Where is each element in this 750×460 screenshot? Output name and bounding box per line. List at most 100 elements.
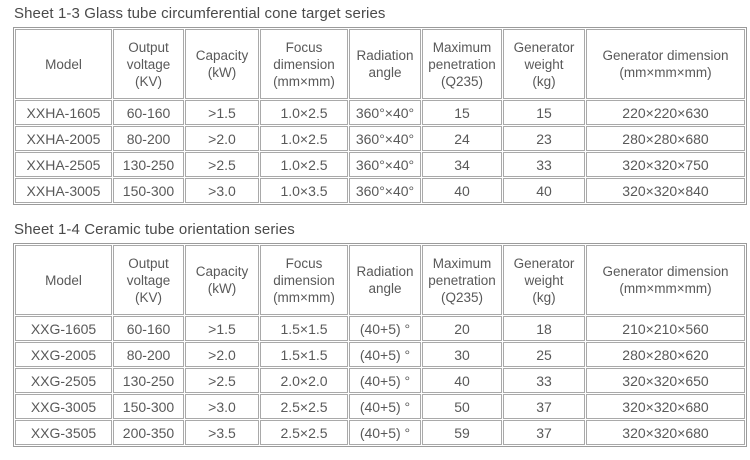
column-header: Output voltage (KV) xyxy=(113,29,184,99)
table-cell: 130-250 xyxy=(113,152,184,177)
table-row: XXG-3005 150-300 >3.0 2.5×2.5 (40+5) ° 50 37 32… xyxy=(15,394,745,419)
table-cell: XXHA-1605 xyxy=(15,100,112,125)
table-cell: 130-250 xyxy=(113,368,184,393)
table-cell: 60-160 xyxy=(113,316,184,341)
table-row: XXG-1605 60-160 >1.5 1.5×1.5 (40+5) ° 20 18 210… xyxy=(15,316,745,341)
table-cell: (40+5) ° xyxy=(349,342,421,367)
header-row: Model Output voltage (KV) Capacity (kW) Foc… xyxy=(15,29,745,99)
table-cell: 360°×40° xyxy=(349,152,421,177)
column-header: Capacity (kW) xyxy=(185,245,259,315)
table-title: Sheet 1-4 Ceramic tube orientation serie… xyxy=(14,221,295,238)
table-cell: 15 xyxy=(503,100,585,125)
table-cell: 210×210×560 xyxy=(586,316,745,341)
table-row: XXHA-1605 60-160 >1.5 1.0×2.5 360°×40° 15 15 22… xyxy=(15,100,745,125)
table-cell: 2.0×2.0 xyxy=(260,368,348,393)
table-cell: >2.0 xyxy=(185,342,259,367)
table-cell: >2.5 xyxy=(185,152,259,177)
table-cell: 360°×40° xyxy=(349,126,421,151)
table-cell: 59 xyxy=(422,420,502,445)
table-cell: 280×280×620 xyxy=(586,342,745,367)
table-cell: 40 xyxy=(503,178,585,203)
table-row: XXHA-2005 80-200 >2.0 1.0×2.5 360°×40° 24 23 28… xyxy=(15,126,745,151)
table-cell: 2.5×2.5 xyxy=(260,420,348,445)
spec-table: Model Output voltage (KV) Capacity (kW) Foc… xyxy=(14,28,746,204)
column-header: Focus dimension (mm×mm) xyxy=(260,29,348,99)
table-cell: (40+5) ° xyxy=(349,394,421,419)
table-cell: 2.5×2.5 xyxy=(260,394,348,419)
column-header: Generator dimension (mm×mm×mm) xyxy=(586,29,745,99)
table-cell: 24 xyxy=(422,126,502,151)
table-cell: (40+5) ° xyxy=(349,316,421,341)
sheet-1-3-section: Sheet 1-3 Glass tube circumferential con… xyxy=(0,0,750,210)
header-row: Model Output voltage (KV) Capacity (kW) Foc… xyxy=(15,245,745,315)
table-cell: >1.5 xyxy=(185,316,259,341)
column-header: Generator weight (kg) xyxy=(503,29,585,99)
table-cell: 80-200 xyxy=(113,126,184,151)
table-cell: 1.5×1.5 xyxy=(260,316,348,341)
table-cell: 18 xyxy=(503,316,585,341)
table-cell: >2.5 xyxy=(185,368,259,393)
table-cell: 1.0×2.5 xyxy=(260,126,348,151)
table-cell: XXG-3505 xyxy=(15,420,112,445)
table-cell: XXHA-3005 xyxy=(15,178,112,203)
table-cell: (40+5) ° xyxy=(349,368,421,393)
table-cell: >3.0 xyxy=(185,178,259,203)
table-cell: 20 xyxy=(422,316,502,341)
column-header: Model xyxy=(15,29,112,99)
table-cell: 37 xyxy=(503,420,585,445)
column-header: Radiation angle xyxy=(349,29,421,99)
table-cell: 320×320×680 xyxy=(586,420,745,445)
spec-table-glass-tube: Model Output voltage (KV) Capacity (kW) Foc… xyxy=(13,27,747,205)
column-header: Output voltage (KV) xyxy=(113,245,184,315)
table-cell: 320×320×650 xyxy=(586,368,745,393)
column-header: Generator dimension (mm×mm×mm) xyxy=(586,245,745,315)
sheet-1-4-section: Sheet 1-4 Ceramic tube orientation serie… xyxy=(0,210,750,452)
table-cell: 25 xyxy=(503,342,585,367)
table-cell: 320×320×750 xyxy=(586,152,745,177)
table-cell: 320×320×840 xyxy=(586,178,745,203)
column-header: Radiation angle xyxy=(349,245,421,315)
table-cell: (40+5) ° xyxy=(349,420,421,445)
table-cell: 40 xyxy=(422,178,502,203)
table-row: XXHA-2505 130-250 >2.5 1.0×2.5 360°×40° 34 33 3… xyxy=(15,152,745,177)
table-cell: XXG-2005 xyxy=(15,342,112,367)
column-header: Generator weight (kg) xyxy=(503,245,585,315)
table-cell: 33 xyxy=(503,152,585,177)
table-cell: XXG-2505 xyxy=(15,368,112,393)
table-cell: 40 xyxy=(422,368,502,393)
column-header: Maximum penetration (Q235) xyxy=(422,29,502,99)
table-cell: 200-350 xyxy=(113,420,184,445)
table-cell: XXHA-2505 xyxy=(15,152,112,177)
spec-table: Model Output voltage (KV) Capacity (kW) Foc… xyxy=(14,244,746,446)
column-header: Focus dimension (mm×mm) xyxy=(260,245,348,315)
table-cell: 320×320×680 xyxy=(586,394,745,419)
table-cell: 1.0×2.5 xyxy=(260,100,348,125)
table-cell: >3.0 xyxy=(185,394,259,419)
table-cell: 15 xyxy=(422,100,502,125)
table-cell: 60-160 xyxy=(113,100,184,125)
table-row: XXG-2005 80-200 >2.0 1.5×1.5 (40+5) ° 30 25 280… xyxy=(15,342,745,367)
column-header: Maximum penetration (Q235) xyxy=(422,245,502,315)
table-cell: 23 xyxy=(503,126,585,151)
table-cell: 150-300 xyxy=(113,178,184,203)
table-cell: 1.5×1.5 xyxy=(260,342,348,367)
table-cell: 280×280×680 xyxy=(586,126,745,151)
table-cell: 33 xyxy=(503,368,585,393)
table-cell: XXHA-2005 xyxy=(15,126,112,151)
table-row: XXG-3505 200-350 >3.5 2.5×2.5 (40+5) ° 59 37 32… xyxy=(15,420,745,445)
spec-table-ceramic-tube: Model Output voltage (KV) Capacity (kW) Foc… xyxy=(13,243,747,447)
column-header: Capacity (kW) xyxy=(185,29,259,99)
table-cell: 30 xyxy=(422,342,502,367)
table-cell: 1.0×3.5 xyxy=(260,178,348,203)
table-title: Sheet 1-3 Glass tube circumferential con… xyxy=(14,5,386,22)
table-cell: 360°×40° xyxy=(349,100,421,125)
table-cell: 150-300 xyxy=(113,394,184,419)
table-row: XXG-2505 130-250 >2.5 2.0×2.0 (40+5) ° 40 33 32… xyxy=(15,368,745,393)
table-cell: 50 xyxy=(422,394,502,419)
table-cell: 80-200 xyxy=(113,342,184,367)
table-cell: 220×220×630 xyxy=(586,100,745,125)
table-row: XXHA-3005 150-300 >3.0 1.0×3.5 360°×40° 40 40 3… xyxy=(15,178,745,203)
table-cell: 34 xyxy=(422,152,502,177)
table-cell: XXG-3005 xyxy=(15,394,112,419)
table-cell: >3.5 xyxy=(185,420,259,445)
